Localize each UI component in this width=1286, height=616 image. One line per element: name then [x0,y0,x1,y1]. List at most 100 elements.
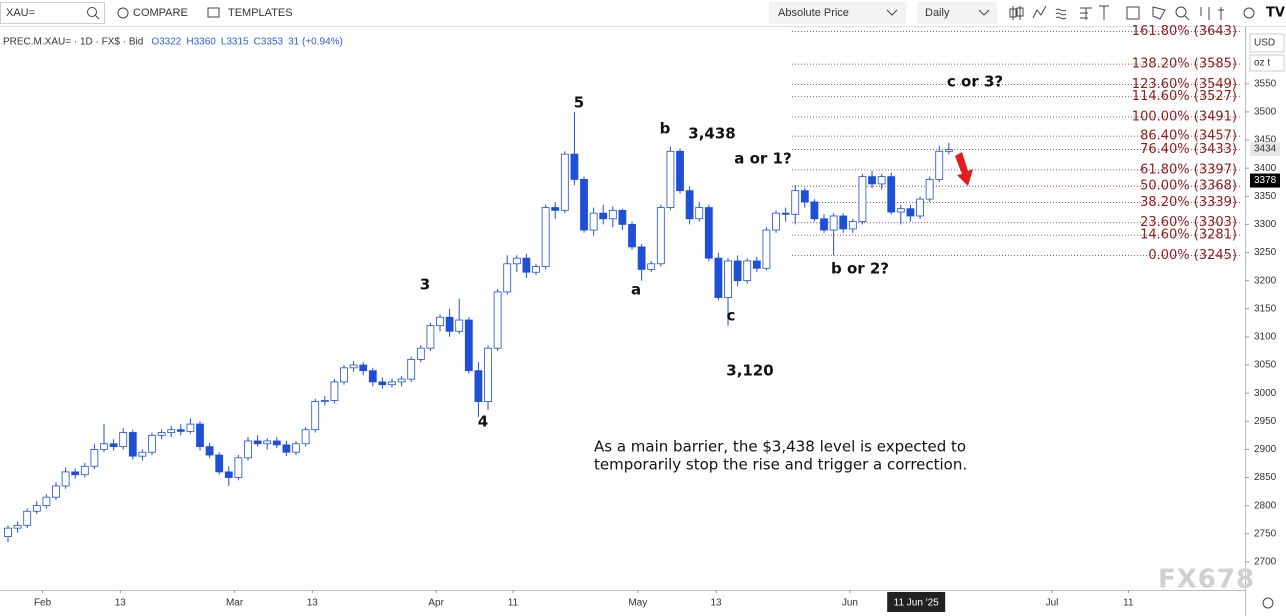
candle-body [772,212,780,231]
candle-body [224,471,233,478]
price-marker [1250,142,1280,157]
wave-label: b or 2? [831,260,889,278]
search-icon[interactable] [94,14,100,20]
candle-body [551,207,560,211]
price-mode-dropdown[interactable] [769,2,906,24]
candle-body [858,176,867,223]
wave-label: c or 3? [947,73,1003,91]
price-mode-text[interactable]: Absolute Price [778,7,849,19]
y-tick-label: 3500 [1254,107,1277,118]
fib-label: 50.00% (3368) [1140,179,1237,194]
note-line: temporarily stop the rise and trigger a … [594,456,967,474]
price-marker-label: 3378 [1254,175,1277,186]
candle-body [800,190,809,203]
candle-body [570,153,579,180]
legend-value: 31 (+0.94%) [288,37,343,48]
templates-icon[interactable] [207,7,220,18]
candle-body [628,224,636,248]
dropdown-arrow[interactable] [886,9,898,16]
interval-text[interactable]: Daily [925,7,950,19]
x-tick-label: Feb [34,598,52,609]
search-text[interactable]: XAU= [6,7,35,19]
y-tick-label: 3100 [1254,332,1277,343]
candle-body [829,215,838,231]
candle-body [666,150,675,208]
candle-body [724,260,732,298]
fib-label: 76.40% (3433) [1140,142,1237,157]
legend-value: O3322 [151,37,181,48]
candle-body [676,150,684,192]
candle-body [128,432,137,457]
toolbar [0,0,1286,26]
fib-label: 23.60% (3303) [1140,215,1237,230]
candle-body [656,207,665,265]
candle-body [272,440,281,446]
candle-body [820,218,828,231]
wave-label: a or 1? [734,150,791,168]
fib-label: 123.60% (3549) [1132,77,1237,92]
candle-body [42,496,51,507]
legend-value: H3360 [186,37,216,48]
compare-icon[interactable] [117,7,129,19]
fib-label: 114.60% (3527) [1132,89,1237,104]
interval-dropdown[interactable] [917,2,997,24]
templates-button[interactable]: TEMPLATES [228,7,293,19]
fib-label: 0.00% (3245) [1148,248,1237,263]
dropdown-arrow[interactable] [978,9,990,16]
toolbar-icons[interactable] [1009,5,1255,21]
logo: TV [1266,6,1285,21]
candle-body [436,316,444,327]
candle-body [503,263,512,293]
candle-body [23,510,32,526]
down-arrow [955,152,973,186]
compare-button[interactable]: COMPARE [133,7,188,19]
settings-icon[interactable] [1262,597,1274,609]
candle-body [176,429,185,432]
candle-body [359,364,368,372]
candle-body [474,370,483,402]
candle-body [416,347,425,360]
candle-body [464,319,473,372]
candle-body [906,208,915,217]
fib-label: 100.00% (3491) [1132,109,1237,124]
candle-body [157,432,166,436]
note-line: As a main barrier, the $3,438 level is e… [594,438,966,456]
y-tick-label: 2800 [1254,500,1277,511]
x-tick-label: 13 [710,598,722,609]
fib-label: 161.80% (3643) [1132,24,1237,39]
fib-label: 38.20% (3339) [1140,195,1237,210]
candle-body [138,451,147,457]
candle-body [647,263,656,270]
legend-symbol: PREC.M.XAU= · 1D · FX$ · Bid [3,37,143,48]
candle-body [733,260,742,282]
x-tick-label: 13 [115,598,127,609]
unit-box[interactable] [1249,54,1285,72]
candle-body [4,527,12,537]
legend-value: C3353 [254,37,284,48]
y-tick-label: 3050 [1254,360,1277,371]
candle-body [704,207,713,259]
candle-body [560,153,569,211]
search-box[interactable] [0,2,105,24]
candle-body [13,524,22,529]
candle-body [512,257,521,265]
candle-body [618,209,627,225]
candle-body [263,440,272,445]
unit[interactable]: oz t [1254,58,1270,69]
currency-box[interactable] [1249,33,1285,53]
search-icon[interactable] [87,7,97,17]
y-tick-label: 3000 [1254,388,1277,399]
x-tick-label: Mar [226,598,244,609]
candle-body [580,179,588,231]
candle-body [762,229,771,269]
currency[interactable]: USD [1254,38,1275,49]
candle-body [541,207,550,267]
x-tick-label: Apr [428,598,444,609]
candle-body [368,370,377,383]
y-tick-label: 2850 [1254,472,1277,483]
fib-label: 138.20% (3585) [1132,57,1237,72]
candle-body [839,215,848,230]
candle-body [80,465,89,476]
y-tick-label: 2750 [1254,528,1277,539]
